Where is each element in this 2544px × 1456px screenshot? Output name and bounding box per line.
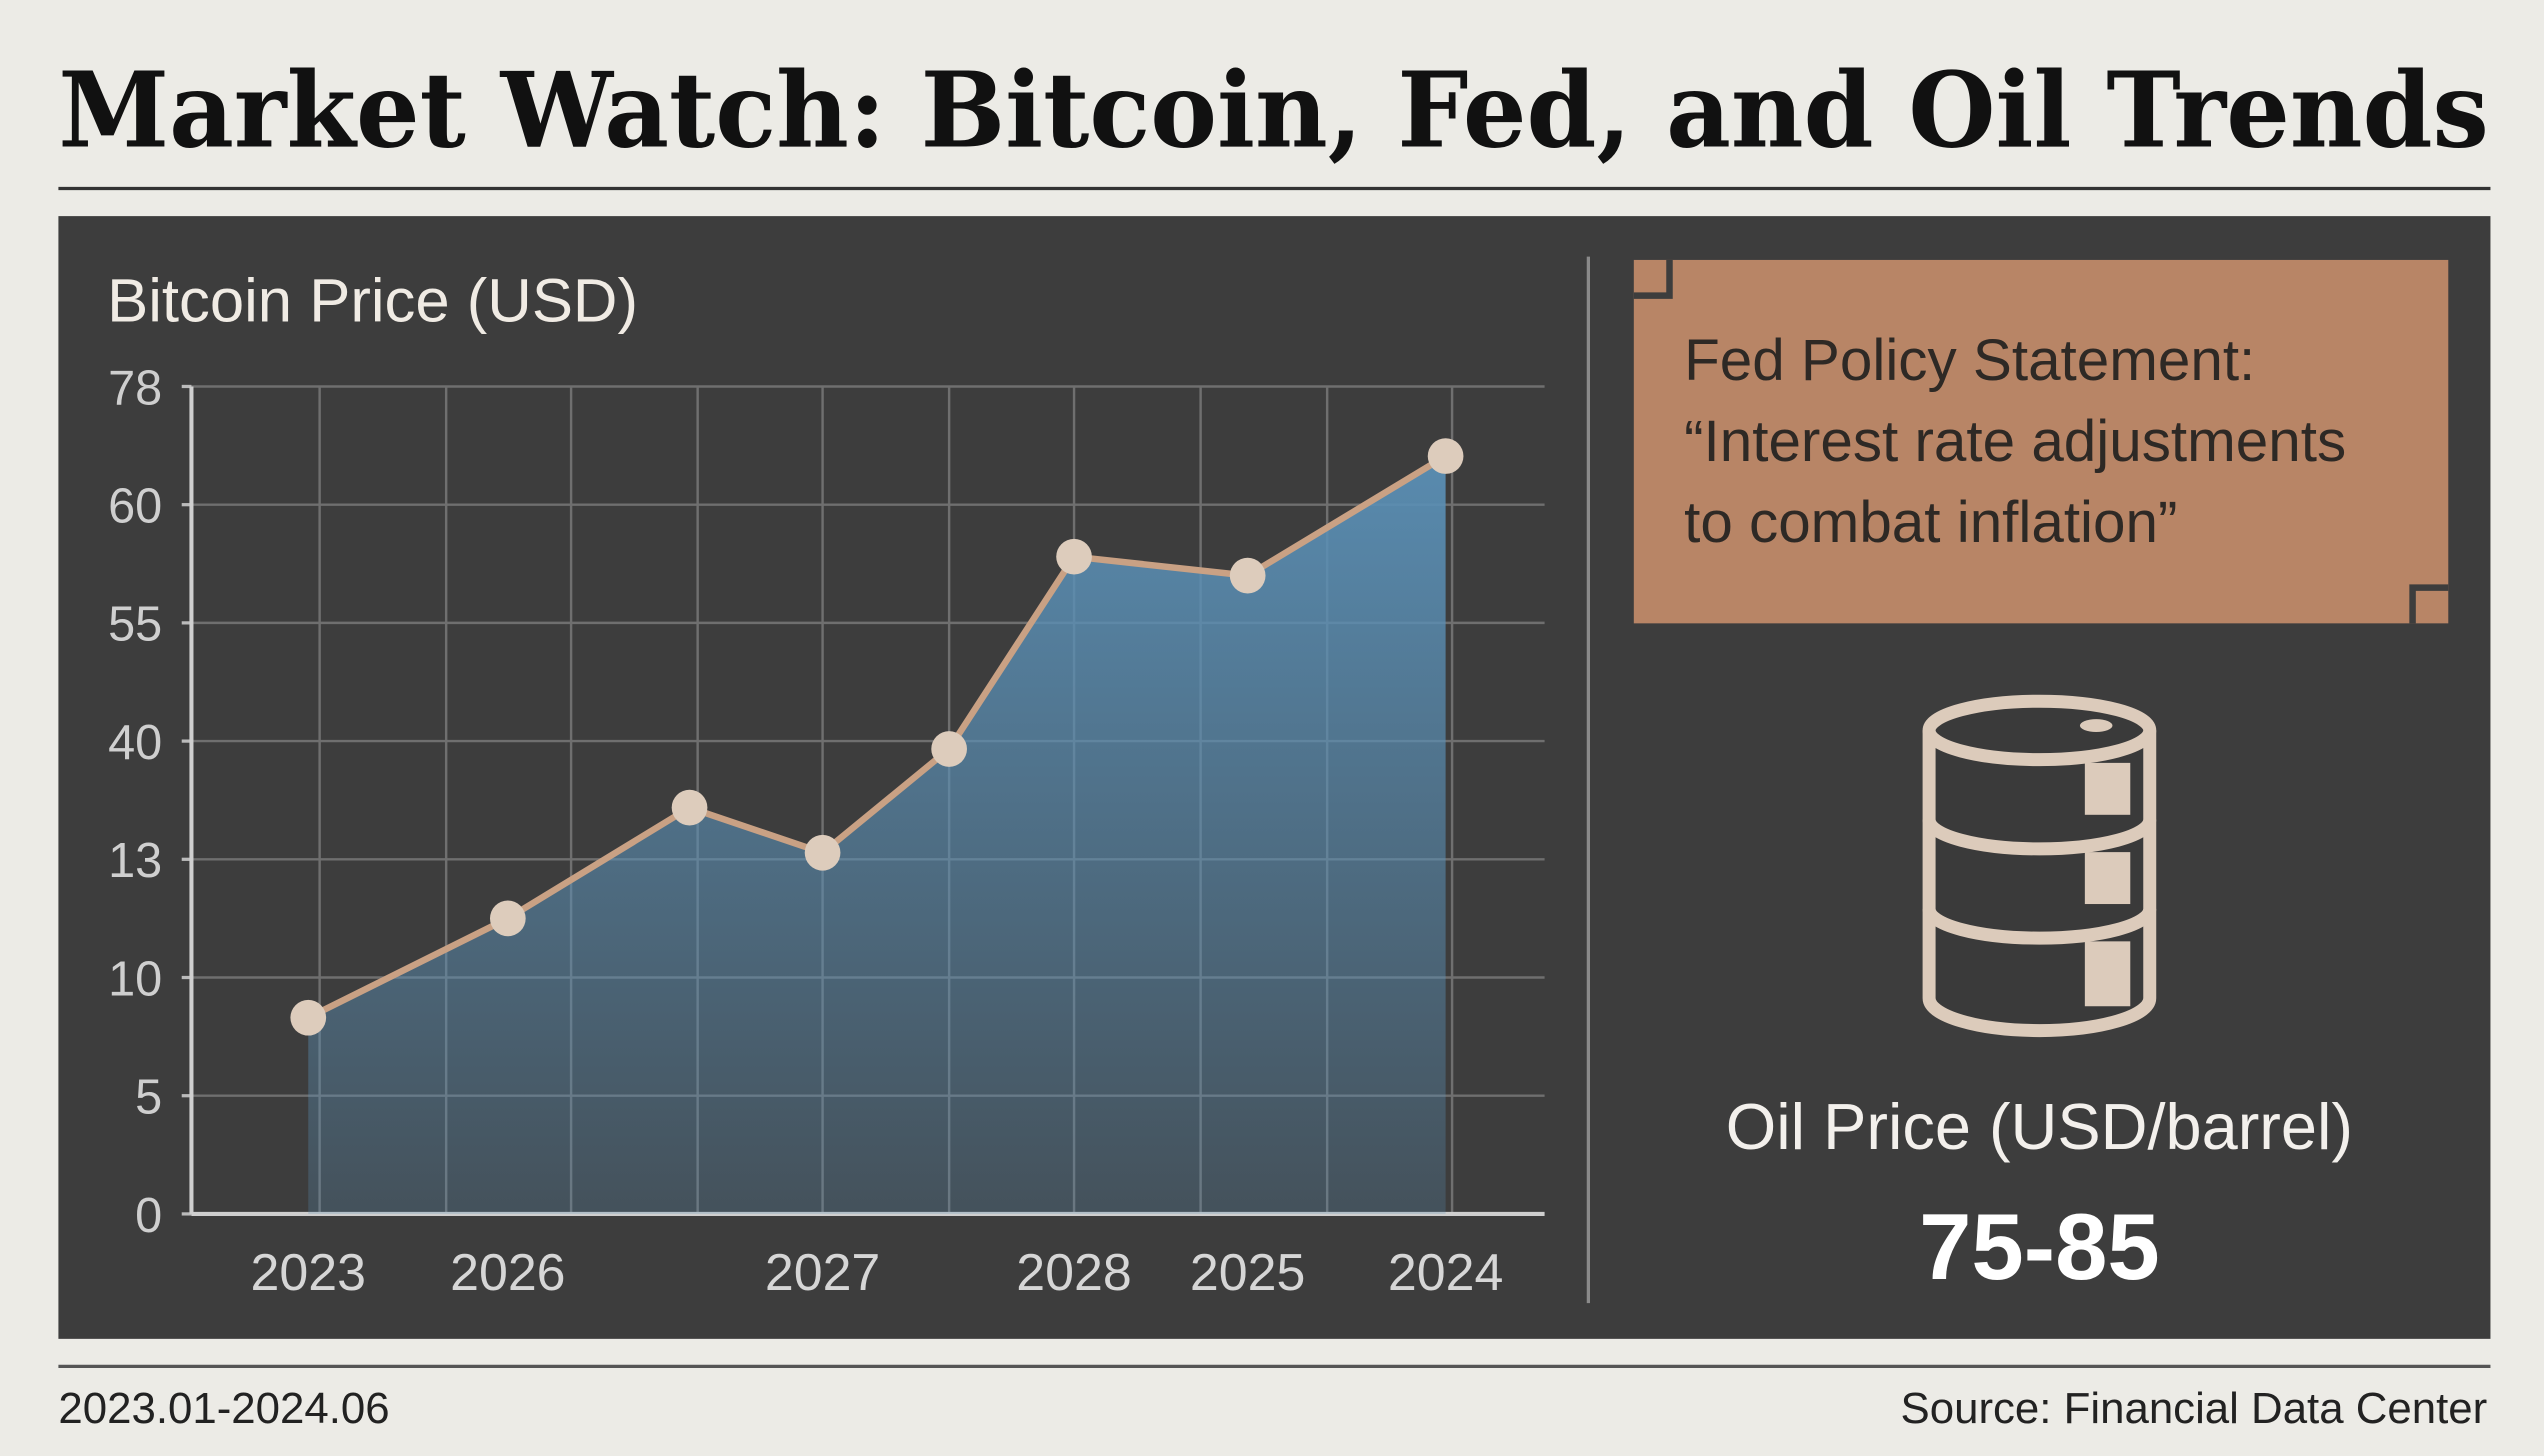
oil-label: Oil Price (USD/barrel) xyxy=(1726,1090,2353,1163)
line xyxy=(306,453,1448,1021)
y-tick-label: 60 xyxy=(108,480,162,534)
date-range: 2023.01-2024.06 xyxy=(58,1384,389,1433)
x-tick-label: 2023 xyxy=(251,1244,366,1302)
y-tick-label: 55 xyxy=(108,598,162,652)
x-tick-label: 2027 xyxy=(765,1244,880,1302)
point xyxy=(1229,557,1266,594)
point xyxy=(290,999,327,1036)
x-tick-label: 2025 xyxy=(1190,1244,1305,1302)
oil-barrel-icon xyxy=(1922,694,2157,1038)
area xyxy=(308,456,1446,1214)
x-tick-label: 2028 xyxy=(1016,1244,1131,1302)
point xyxy=(1427,438,1464,474)
source: Source: Financial Data Center xyxy=(1901,1384,2488,1433)
x-tick-label: 2026 xyxy=(450,1244,565,1302)
point xyxy=(671,789,708,826)
y-tick-label: 13 xyxy=(108,834,162,888)
chart-title: Bitcoin Price (USD) xyxy=(107,267,638,336)
y-tick-label: 10 xyxy=(108,952,162,1006)
point xyxy=(489,900,526,937)
y-tick-label: 5 xyxy=(135,1071,162,1125)
fed-box xyxy=(1633,259,2449,624)
fed-quote: “Interest rate adjustments xyxy=(1684,409,2346,474)
point xyxy=(931,731,967,767)
point xyxy=(804,834,841,871)
y-tick-label: 78 xyxy=(108,361,162,415)
oil-value: 75-85 xyxy=(1919,1194,2160,1299)
point xyxy=(1056,538,1092,575)
y-tick-label: 40 xyxy=(108,716,162,770)
y-tick-label: 0 xyxy=(135,1189,162,1243)
fed-heading: Fed Policy Statement: xyxy=(1684,328,2255,393)
box-corners xyxy=(1633,259,2449,624)
page-title: Market Watch: Bitcoin, Fed, and Oil Tren… xyxy=(58,50,2488,171)
x-tick-label: 2024 xyxy=(1388,1244,1503,1302)
fed-quote: to combat inflation” xyxy=(1684,490,2177,555)
plot: 0 5 10 13 40 55 60 78 2023 2026 2027 2028 2025 2024 xyxy=(108,361,1545,1302)
